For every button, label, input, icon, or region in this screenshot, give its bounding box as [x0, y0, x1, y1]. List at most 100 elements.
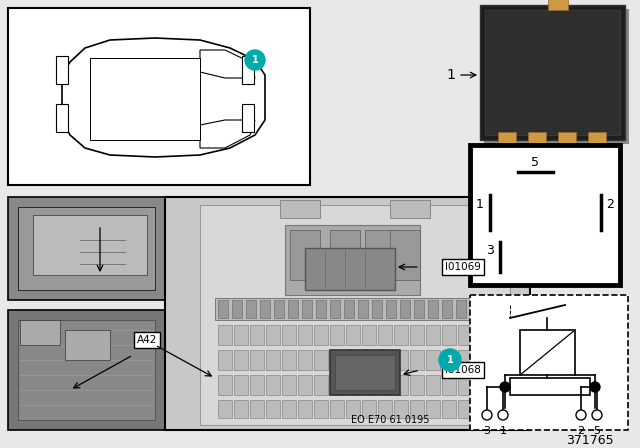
Bar — [20, 320, 60, 345]
Bar — [250, 375, 264, 395]
Bar — [410, 325, 424, 345]
Bar — [316, 300, 326, 318]
Bar — [410, 400, 424, 418]
Bar — [266, 375, 280, 395]
Bar — [410, 350, 424, 370]
Bar — [282, 400, 296, 418]
Bar — [490, 350, 504, 370]
Bar — [344, 300, 354, 318]
Bar — [242, 104, 254, 132]
Bar — [378, 350, 392, 370]
Bar — [426, 375, 440, 395]
Bar — [298, 400, 312, 418]
Bar — [490, 325, 504, 345]
Bar — [548, 0, 568, 10]
Bar — [372, 300, 382, 318]
Bar — [458, 350, 472, 370]
Bar — [414, 300, 424, 318]
Text: 3: 3 — [486, 244, 494, 257]
Bar — [330, 230, 360, 280]
Bar — [266, 325, 280, 345]
Bar — [232, 300, 242, 318]
Bar — [298, 350, 312, 370]
Bar — [250, 400, 264, 418]
Bar — [246, 300, 256, 318]
Text: I01068: I01068 — [445, 365, 481, 375]
Bar — [362, 350, 376, 370]
Bar — [358, 300, 368, 318]
Circle shape — [576, 410, 586, 420]
Bar — [442, 400, 456, 418]
Bar — [386, 300, 396, 318]
Bar — [314, 400, 328, 418]
Bar — [234, 350, 248, 370]
Bar — [470, 295, 628, 430]
Bar — [298, 375, 312, 395]
Polygon shape — [200, 50, 255, 78]
Bar — [426, 400, 440, 418]
Bar — [470, 145, 620, 285]
Bar — [400, 300, 410, 318]
Bar — [442, 375, 456, 395]
Bar — [290, 230, 320, 280]
Text: 1: 1 — [447, 355, 453, 365]
Bar — [56, 56, 68, 84]
Bar — [266, 350, 280, 370]
Bar — [218, 375, 232, 395]
Circle shape — [592, 410, 602, 420]
Bar — [305, 248, 395, 290]
Text: 1: 1 — [252, 55, 259, 65]
Bar — [250, 350, 264, 370]
Text: I01069: I01069 — [445, 262, 481, 272]
Bar — [242, 56, 254, 84]
Polygon shape — [62, 38, 265, 157]
Circle shape — [245, 50, 265, 70]
Bar — [298, 325, 312, 345]
Bar — [282, 375, 296, 395]
Bar — [274, 300, 284, 318]
Bar — [335, 355, 395, 390]
Bar — [470, 300, 480, 318]
Bar — [410, 375, 424, 395]
Bar — [314, 375, 328, 395]
Bar — [426, 325, 440, 345]
Bar — [330, 300, 340, 318]
Bar — [330, 350, 400, 395]
Bar — [330, 400, 344, 418]
Bar — [456, 300, 466, 318]
Bar — [442, 300, 452, 318]
Bar — [218, 325, 232, 345]
Text: 5: 5 — [531, 155, 539, 168]
Bar — [458, 400, 472, 418]
Bar — [484, 9, 629, 144]
Bar — [260, 300, 270, 318]
Bar — [490, 400, 504, 418]
Bar — [490, 375, 504, 395]
Bar — [56, 104, 68, 132]
Bar — [485, 10, 620, 135]
Circle shape — [482, 410, 492, 420]
Bar — [520, 330, 575, 375]
Bar — [234, 375, 248, 395]
Bar — [378, 325, 392, 345]
Text: 2: 2 — [606, 198, 614, 211]
Bar — [510, 378, 590, 395]
Bar — [218, 400, 232, 418]
Bar — [390, 200, 430, 218]
Bar — [33, 215, 147, 275]
Bar — [442, 350, 456, 370]
Bar — [480, 5, 625, 140]
Bar — [362, 400, 376, 418]
Bar — [215, 298, 510, 320]
Bar — [394, 325, 408, 345]
Text: 5: 5 — [593, 426, 600, 436]
Bar — [458, 375, 472, 395]
Bar — [218, 350, 232, 370]
Text: EO E70 61 0195: EO E70 61 0195 — [351, 415, 429, 425]
Bar — [390, 230, 420, 280]
Bar — [558, 132, 576, 155]
Bar — [314, 325, 328, 345]
Bar — [365, 230, 395, 280]
Text: A42: A42 — [137, 335, 157, 345]
Text: 1: 1 — [499, 426, 506, 436]
